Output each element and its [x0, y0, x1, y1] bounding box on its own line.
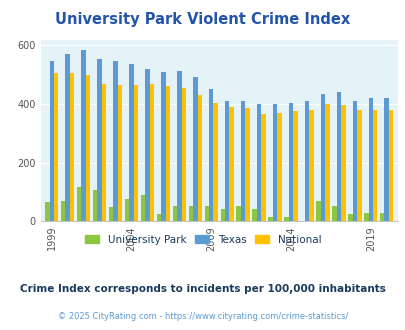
- Bar: [197, 95, 202, 221]
- Bar: [224, 101, 229, 221]
- Bar: [236, 206, 240, 221]
- Text: Crime Index corresponds to incidents per 100,000 inhabitants: Crime Index corresponds to incidents per…: [20, 284, 385, 294]
- Bar: [252, 210, 256, 221]
- Bar: [272, 104, 277, 221]
- Bar: [331, 206, 336, 221]
- Bar: [315, 201, 320, 221]
- Bar: [97, 59, 102, 221]
- Bar: [324, 104, 329, 221]
- Bar: [340, 106, 345, 221]
- Bar: [352, 101, 356, 221]
- Bar: [49, 61, 54, 221]
- Bar: [384, 98, 388, 221]
- Bar: [277, 113, 281, 221]
- Bar: [54, 73, 58, 221]
- Bar: [388, 111, 392, 221]
- Bar: [245, 108, 249, 221]
- Bar: [172, 206, 177, 221]
- Bar: [145, 69, 149, 221]
- Bar: [363, 213, 368, 221]
- Bar: [368, 98, 372, 221]
- Bar: [284, 217, 288, 221]
- Bar: [292, 111, 297, 221]
- Bar: [288, 103, 292, 221]
- Bar: [61, 201, 65, 221]
- Bar: [213, 103, 217, 221]
- Bar: [336, 92, 340, 221]
- Bar: [129, 64, 133, 221]
- Bar: [156, 214, 161, 221]
- Bar: [256, 104, 261, 221]
- Bar: [133, 85, 138, 221]
- Text: © 2025 CityRating.com - https://www.cityrating.com/crime-statistics/: © 2025 CityRating.com - https://www.city…: [58, 312, 347, 321]
- Bar: [109, 207, 113, 221]
- Bar: [149, 83, 154, 221]
- Bar: [379, 213, 384, 221]
- Bar: [81, 50, 86, 221]
- Bar: [117, 85, 122, 221]
- Bar: [181, 88, 185, 221]
- Bar: [93, 190, 97, 221]
- Bar: [304, 101, 309, 221]
- Bar: [86, 75, 90, 221]
- Bar: [70, 73, 74, 221]
- Bar: [220, 209, 224, 221]
- Bar: [261, 114, 265, 221]
- Bar: [356, 110, 360, 221]
- Bar: [165, 86, 170, 221]
- Bar: [320, 94, 324, 221]
- Bar: [209, 89, 213, 221]
- Bar: [268, 217, 272, 221]
- Bar: [240, 101, 245, 221]
- Bar: [161, 72, 165, 221]
- Bar: [204, 206, 209, 221]
- Bar: [229, 107, 233, 221]
- Bar: [77, 187, 81, 221]
- Bar: [372, 111, 377, 221]
- Bar: [188, 206, 193, 221]
- Bar: [102, 83, 106, 221]
- Bar: [113, 61, 117, 221]
- Bar: [309, 110, 313, 221]
- Bar: [177, 71, 181, 221]
- Bar: [65, 54, 70, 221]
- Bar: [141, 195, 145, 221]
- Bar: [347, 214, 352, 221]
- Bar: [45, 202, 49, 221]
- Bar: [124, 199, 129, 221]
- Text: University Park Violent Crime Index: University Park Violent Crime Index: [55, 12, 350, 26]
- Legend: University Park, Texas, National: University Park, Texas, National: [81, 231, 324, 249]
- Bar: [193, 77, 197, 221]
